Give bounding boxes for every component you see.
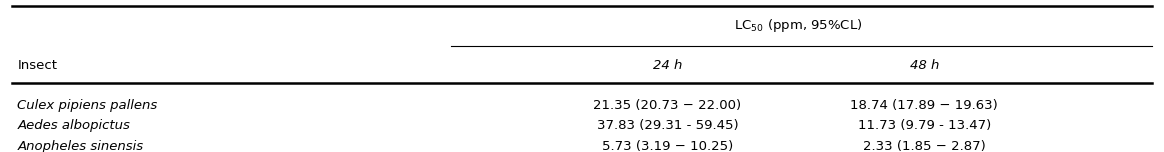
Text: 18.74 (17.89 − 19.63): 18.74 (17.89 − 19.63)	[851, 98, 998, 112]
Text: 5.73 (3.19 − 10.25): 5.73 (3.19 − 10.25)	[602, 140, 733, 152]
Text: Aedes albopictus: Aedes albopictus	[17, 119, 130, 132]
Text: 21.35 (20.73 − 22.00): 21.35 (20.73 − 22.00)	[594, 98, 741, 112]
Text: 37.83 (29.31 - 59.45): 37.83 (29.31 - 59.45)	[597, 119, 738, 132]
Text: 24 h: 24 h	[653, 59, 682, 72]
Text: Anopheles sinensis: Anopheles sinensis	[17, 140, 143, 152]
Text: Insect: Insect	[17, 59, 57, 72]
Text: 48 h: 48 h	[909, 59, 939, 72]
Text: Culex pipiens pallens: Culex pipiens pallens	[17, 98, 157, 112]
Text: 11.73 (9.79 - 13.47): 11.73 (9.79 - 13.47)	[858, 119, 991, 132]
Text: LC$_{50}$ (ppm, 95%CL): LC$_{50}$ (ppm, 95%CL)	[734, 17, 863, 34]
Text: 2.33 (1.85 − 2.87): 2.33 (1.85 − 2.87)	[863, 140, 986, 152]
